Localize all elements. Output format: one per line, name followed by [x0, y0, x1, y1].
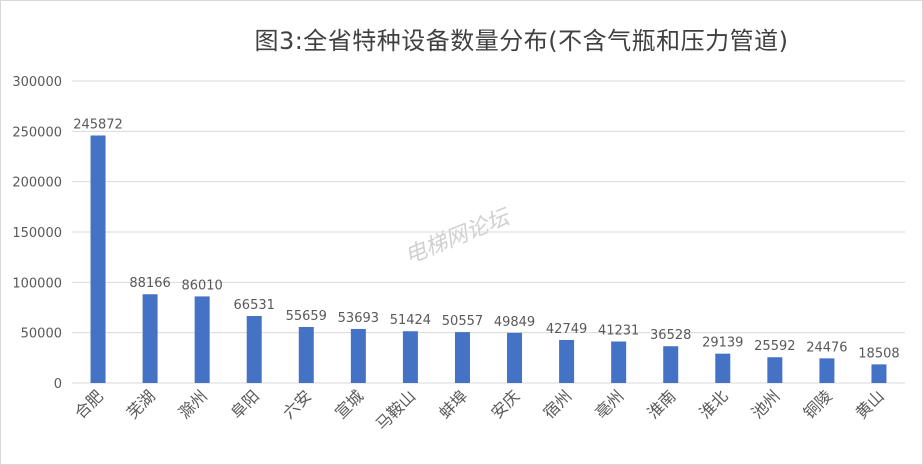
bar: [298, 326, 314, 383]
data-label: 25592: [754, 339, 795, 354]
y-tick-label: 150000: [12, 226, 62, 241]
bar: [871, 364, 887, 383]
category-label: 合肥: [71, 386, 107, 422]
y-tick-label: 0: [54, 377, 62, 392]
bar: [350, 328, 366, 383]
bar: [246, 316, 262, 383]
category-label: 芜湖: [123, 386, 159, 422]
data-label: 42749: [546, 322, 587, 337]
y-tick-label: 50000: [21, 327, 62, 342]
category-label: 黄山: [852, 386, 888, 422]
data-label: 24476: [806, 340, 847, 355]
category-label: 马鞍山: [372, 386, 419, 433]
data-label: 49849: [494, 315, 535, 330]
bar: [819, 358, 835, 383]
category-label: 宿州: [539, 386, 575, 422]
chart-title: 图3:全省特种设备数量分布(不含气瓶和压力管道): [254, 27, 789, 55]
bar: [194, 296, 210, 383]
bar: [507, 332, 523, 383]
data-label: 66531: [234, 298, 275, 313]
bar: [611, 341, 627, 383]
category-label: 铜陵: [800, 386, 836, 422]
y-tick-label: 300000: [12, 75, 62, 90]
data-label: 29139: [702, 336, 743, 351]
bar: [90, 135, 106, 383]
category-label: 阜阳: [227, 386, 263, 422]
category-label: 淮北: [696, 386, 732, 422]
data-label: 53693: [338, 311, 379, 326]
data-label: 18508: [858, 346, 899, 361]
data-label: 36528: [650, 328, 691, 343]
category-label: 安庆: [487, 386, 523, 422]
category-label: 淮南: [643, 386, 679, 422]
data-label: 88166: [129, 276, 170, 291]
y-tick-label: 100000: [12, 276, 62, 291]
category-label: 滁州: [175, 386, 211, 422]
data-label: 50557: [442, 314, 483, 329]
bar: [559, 339, 575, 383]
data-label: 245872: [73, 117, 123, 132]
data-label: 55659: [286, 309, 327, 324]
data-label: 51424: [390, 313, 431, 328]
y-tick-label: 250000: [12, 125, 62, 140]
data-label: 41231: [598, 323, 639, 338]
bar: [402, 331, 418, 383]
category-label: 宣城: [331, 386, 367, 422]
category-label: 池州: [748, 386, 784, 422]
bar: [715, 353, 731, 383]
category-label: 六安: [279, 386, 315, 422]
bar: [663, 346, 679, 383]
category-label: 蚌埠: [435, 386, 471, 422]
y-tick-label: 200000: [12, 176, 62, 191]
data-label: 86010: [181, 278, 222, 293]
category-label: 亳州: [591, 386, 627, 422]
bar: [767, 357, 783, 383]
bar: [142, 294, 158, 383]
bar: [454, 332, 470, 383]
